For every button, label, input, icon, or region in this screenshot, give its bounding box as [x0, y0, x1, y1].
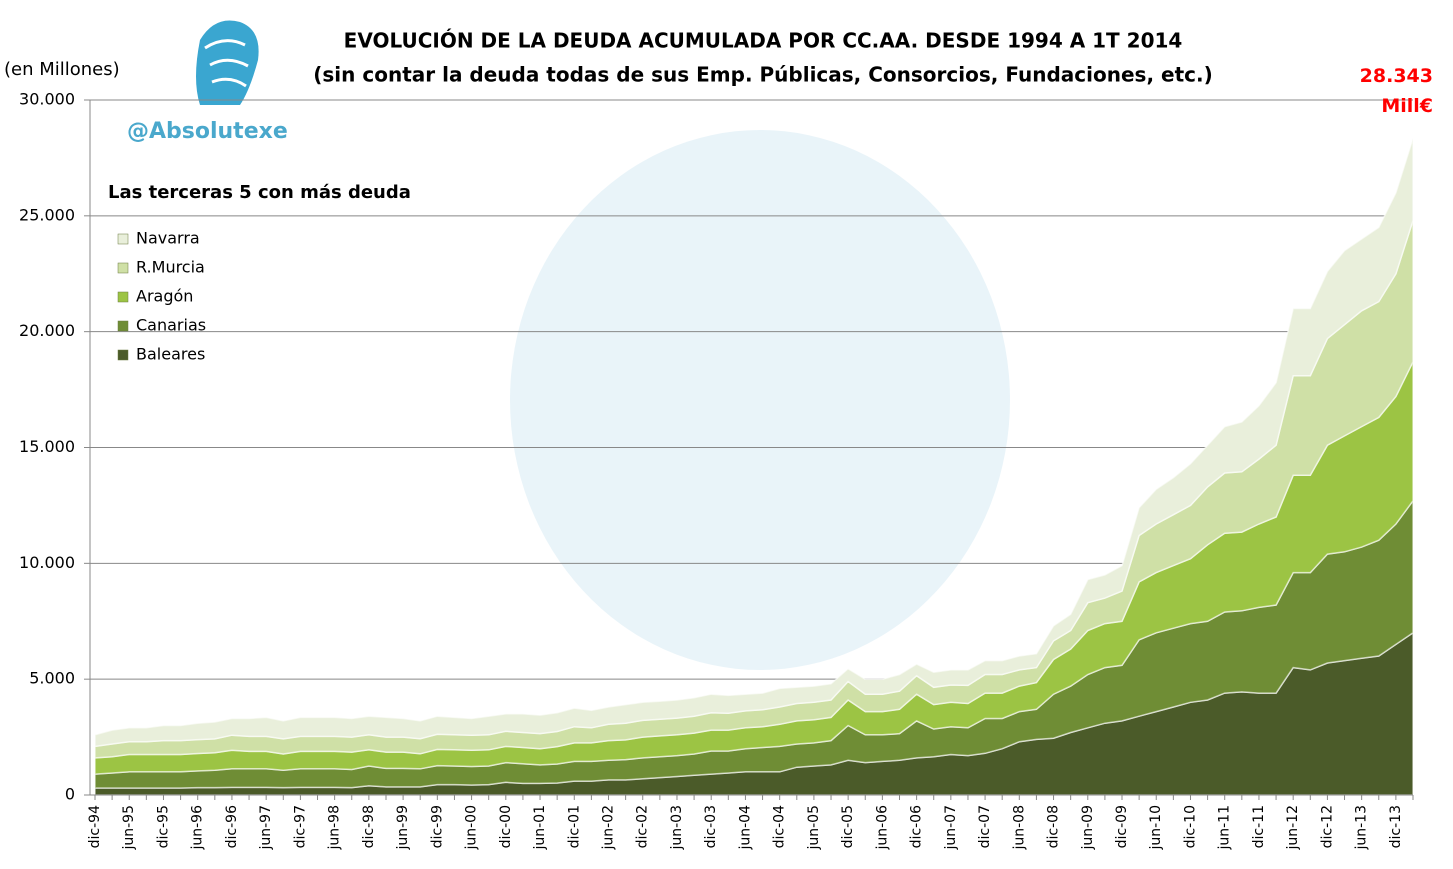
- legend-label: Aragón: [136, 287, 193, 306]
- end-value-label: Mill€: [1381, 95, 1433, 117]
- x-tick-label: dic-94: [87, 805, 103, 848]
- x-tick-label: dic-12: [1319, 805, 1335, 848]
- x-tick-label: jun-01: [532, 805, 548, 851]
- x-tick-label: jun-04: [737, 805, 753, 851]
- y-tick-label: 20.000: [19, 321, 75, 340]
- x-tick-label: dic-02: [635, 805, 651, 848]
- x-tick-label: dic-06: [909, 805, 925, 848]
- x-tick-label: jun-13: [1354, 805, 1370, 851]
- x-tick-label: dic-09: [1114, 805, 1130, 848]
- chart-title: EVOLUCIÓN DE LA DEUDA ACUMULADA POR CC.A…: [344, 29, 1183, 53]
- legend-swatch: [117, 349, 129, 361]
- legend-label: Baleares: [136, 345, 205, 364]
- legend-title: Las terceras 5 con más deuda: [108, 182, 411, 203]
- logo-detail: [204, 39, 249, 88]
- x-tick-label: dic-13: [1388, 805, 1404, 848]
- x-tick-label: jun-10: [1148, 805, 1164, 851]
- x-tick-label: dic-98: [361, 805, 377, 848]
- y-axis-label: (en Millones): [4, 59, 120, 80]
- x-tick-label: dic-05: [840, 805, 856, 848]
- legend-label: Canarias: [136, 316, 206, 335]
- x-tick-label: dic-95: [155, 805, 171, 848]
- x-tick-label: dic-11: [1251, 805, 1267, 848]
- watermark-shape: [510, 130, 1010, 670]
- legend-label: Navarra: [136, 229, 200, 248]
- axes: 0 5.000 10.000 15.000 20.000 25.000 30.000 dic-…: [19, 90, 1414, 851]
- x-tick-label: dic-00: [498, 805, 514, 848]
- legend-swatch: [117, 320, 129, 332]
- end-value-label: 28.343: [1360, 65, 1433, 87]
- x-tick-label: jun-07: [943, 805, 959, 851]
- x-tick-label: dic-03: [703, 805, 719, 848]
- y-tick-label: 25.000: [19, 205, 75, 224]
- x-tick-label: dic-96: [224, 805, 240, 848]
- x-tick-label: dic-07: [977, 805, 993, 848]
- x-tick-label: jun-11: [1217, 805, 1233, 851]
- x-tick-label: dic-01: [566, 805, 582, 848]
- x-tick-label: dic-10: [1182, 805, 1198, 848]
- y-tick-label: 0: [65, 785, 75, 804]
- area: [94, 138, 1414, 748]
- x-tick-label: dic-97: [292, 805, 308, 848]
- legend-swatch: [117, 262, 129, 274]
- x-tick-label: jun-05: [806, 805, 822, 851]
- x-tick-label: jun-02: [601, 805, 617, 851]
- y-tick-label: 15.000: [19, 437, 75, 456]
- x-tick-label: dic-99: [429, 805, 445, 848]
- x-tick-label: jun-08: [1011, 805, 1027, 851]
- x-tick-label: jun-09: [1080, 805, 1096, 851]
- x-tick-label: jun-95: [121, 805, 137, 851]
- legend-label: R.Murcia: [136, 258, 205, 277]
- x-tick-label: dic-08: [1046, 805, 1062, 848]
- x-tick-label: dic-04: [772, 805, 788, 848]
- y-tick-label: 5.000: [29, 669, 75, 688]
- y-tick-label: 10.000: [19, 553, 75, 572]
- legend-swatch: [117, 233, 129, 245]
- x-tick-label: jun-98: [327, 805, 343, 851]
- x-tick-label: jun-00: [464, 805, 480, 851]
- x-tick-label: jun-03: [669, 805, 685, 851]
- watermark-handle: @Absolutexe: [127, 119, 288, 144]
- x-tick-label: jun-06: [874, 805, 890, 851]
- x-tick-label: jun-97: [258, 805, 274, 851]
- watermark-logo-bg: [510, 130, 1010, 670]
- chart-subtitle: (sin contar la deuda todas de sus Emp. P…: [313, 63, 1212, 87]
- legend: Navarra R.Murcia Aragón Canarias Baleares: [117, 229, 206, 364]
- x-tick-label: jun-12: [1285, 805, 1301, 851]
- y-tick-label: 30.000: [19, 90, 75, 109]
- x-tick-label: jun-99: [395, 805, 411, 851]
- legend-swatch: [117, 291, 129, 303]
- logo: [196, 20, 259, 105]
- x-tick-label: jun-96: [190, 805, 206, 851]
